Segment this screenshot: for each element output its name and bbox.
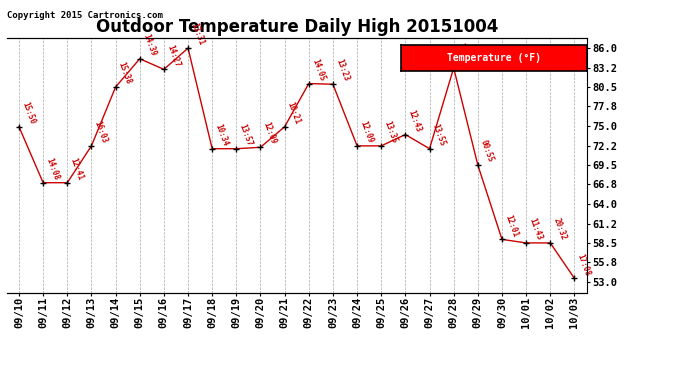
Text: 14:08: 14:08 [44,156,61,181]
Text: Copyright 2015 Cartronics.com: Copyright 2015 Cartronics.com [7,11,163,20]
Text: 12:01: 12:01 [503,213,520,238]
Text: 13:23: 13:23 [334,58,351,83]
Text: 20:32: 20:32 [551,217,568,242]
Text: 16:03: 16:03 [92,120,109,144]
Text: 12:41: 12:41 [68,156,85,181]
Text: 14:27: 14:27 [165,43,181,68]
Text: 10:34: 10:34 [213,123,230,147]
Text: 14:05: 14:05 [310,57,326,82]
Text: 15:57: 15:57 [455,42,471,66]
Text: 12:09: 12:09 [262,121,278,146]
Text: 15:50: 15:50 [20,100,37,125]
Text: 13:31: 13:31 [189,22,206,47]
Text: 13:57: 13:57 [237,123,254,147]
Text: 15:38: 15:38 [117,61,133,86]
Text: 13:35: 13:35 [382,120,399,144]
Text: 12:43: 12:43 [406,108,423,133]
Text: 11:43: 11:43 [527,217,544,242]
Text: 13:55: 13:55 [431,123,447,147]
Text: 14:39: 14:39 [141,33,157,57]
Title: Outdoor Temperature Daily High 20151004: Outdoor Temperature Daily High 20151004 [95,18,498,36]
Text: 12:09: 12:09 [358,120,375,144]
Text: 00:55: 00:55 [479,139,495,164]
Text: 17:08: 17:08 [575,252,592,277]
Text: 10:21: 10:21 [286,100,302,125]
